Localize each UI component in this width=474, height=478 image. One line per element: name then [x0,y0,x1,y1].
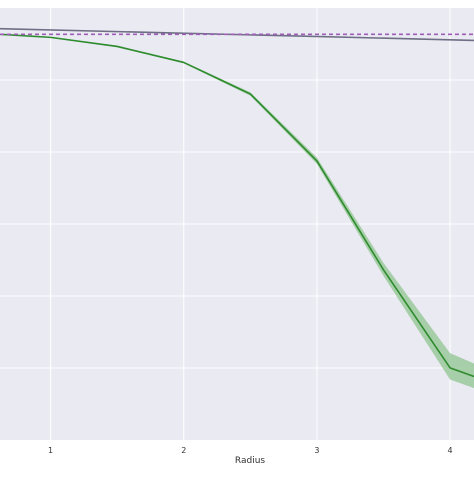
x-axis-label: Radius [235,456,265,466]
x-tick-label-0: 1 [48,446,53,455]
x-tick-labels: 1 2 3 4 [48,446,453,455]
series-line-0 [0,33,474,378]
x-tick-label-3: 4 [447,446,452,455]
series-line-1 [0,27,474,42]
grid [0,8,474,440]
x-tick-label-1: 2 [181,446,186,455]
x-tick-label-2: 3 [314,446,319,455]
series-lines [0,27,474,378]
